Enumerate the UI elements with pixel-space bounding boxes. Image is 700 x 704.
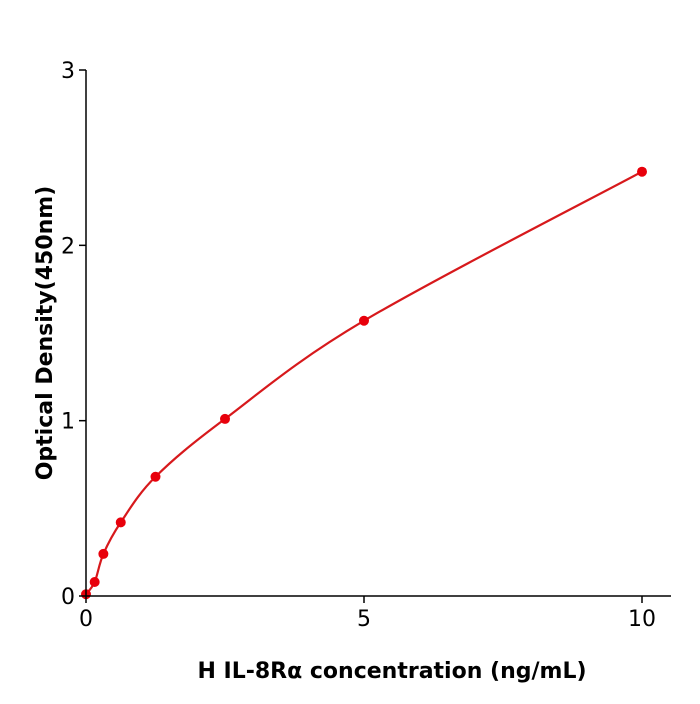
x-tick-label: 5 (357, 607, 371, 632)
data-point (150, 471, 161, 482)
x-axis-label: H IL-8Rα concentration (ng/mL) (197, 659, 586, 684)
y-tick-label: 0 (61, 585, 75, 610)
y-tick-label: 2 (61, 234, 75, 259)
data-point (220, 413, 230, 424)
data-point (89, 576, 100, 587)
fit-curve (85, 170, 643, 595)
data-point (115, 517, 126, 528)
data-point (637, 166, 647, 177)
x-tick-label: 0 (79, 607, 93, 632)
y-tick-label: 3 (61, 59, 75, 84)
data-point (359, 315, 369, 326)
data-point (98, 548, 109, 559)
y-axis-label: Optical Density(450nm) (33, 186, 58, 481)
x-tick-label: 10 (628, 607, 656, 632)
y-tick-label: 1 (61, 410, 75, 435)
